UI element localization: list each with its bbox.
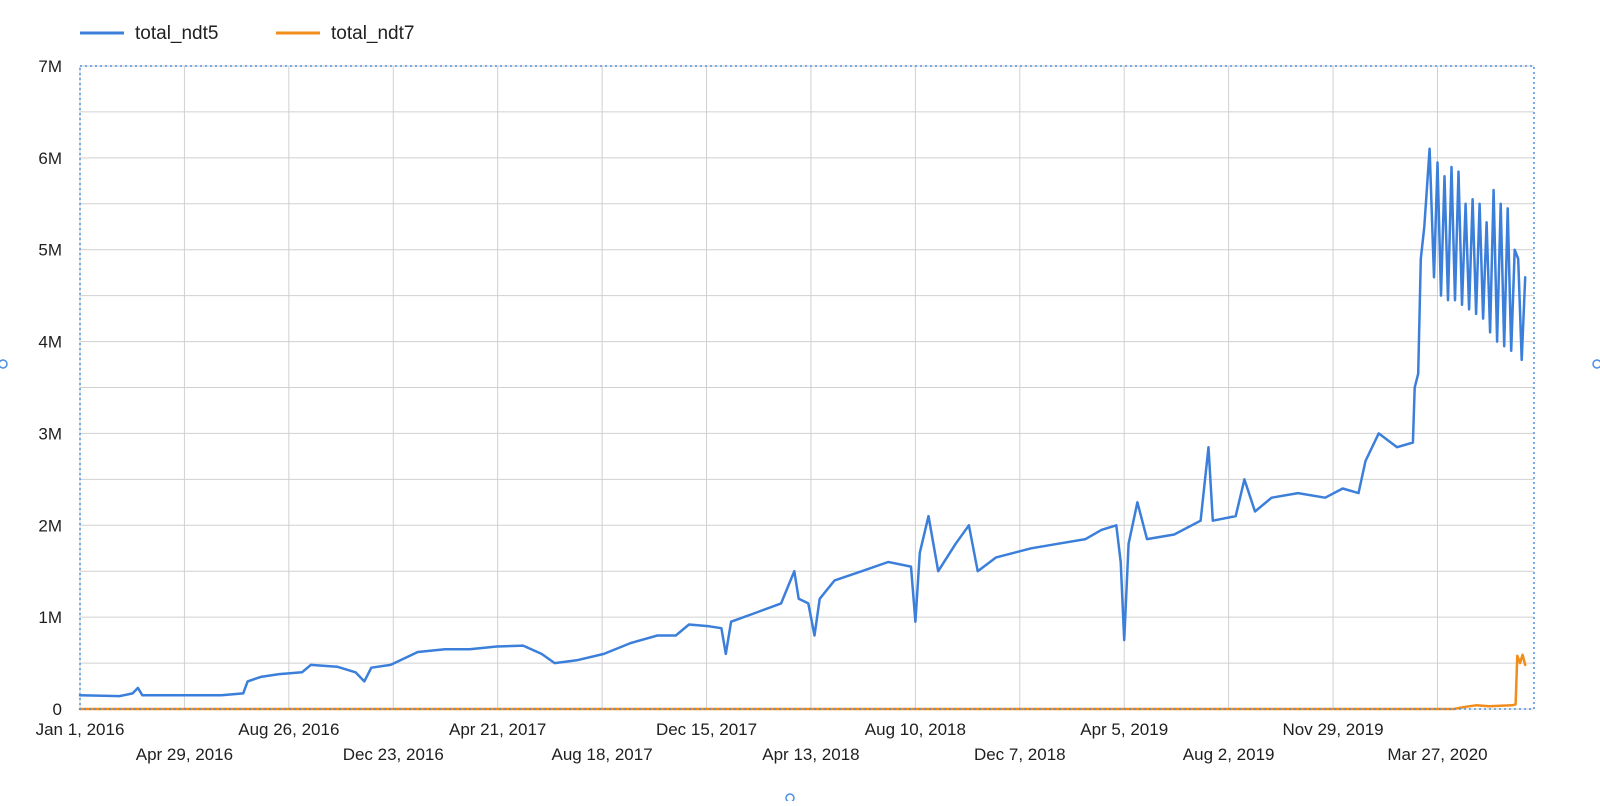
x-tick-label: Apr 29, 2016 <box>136 745 233 764</box>
x-tick-label: Nov 29, 2019 <box>1282 720 1383 739</box>
x-tick-label: Dec 23, 2016 <box>343 745 444 764</box>
plot-area-border[interactable] <box>79 65 1535 710</box>
legend: total_ndt5 total_ndt7 <box>80 23 414 44</box>
resize-handle[interactable] <box>0 359 8 369</box>
y-axis: 0 1M 2M 3M 4M 5M 6M 7M <box>38 57 62 719</box>
gridlines <box>79 65 1534 710</box>
y-tick-label: 6M <box>38 149 62 168</box>
legend-item: total_ndt5 <box>80 23 218 44</box>
y-tick-label: 2M <box>38 516 62 535</box>
y-tick-label: 7M <box>38 57 62 76</box>
plot-area-selection[interactable] <box>79 65 1535 710</box>
y-tick-label: 4M <box>38 333 62 352</box>
legend-label: total_ndt7 <box>331 23 414 44</box>
legend-label: total_ndt5 <box>135 23 218 44</box>
legend-item: total_ndt7 <box>276 23 414 44</box>
x-tick-label: Apr 13, 2018 <box>762 745 859 764</box>
x-tick-label: Aug 18, 2017 <box>552 745 653 764</box>
resize-handle[interactable] <box>785 793 795 803</box>
x-tick-label: Apr 5, 2019 <box>1080 720 1168 739</box>
y-tick-label: 1M <box>38 608 62 627</box>
x-tick-label: Aug 10, 2018 <box>865 720 966 739</box>
series-line-total-ndt7 <box>78 653 1527 711</box>
resize-handle[interactable] <box>1592 359 1600 369</box>
series-line-total-ndt5 <box>78 147 1527 698</box>
x-tick-label: Aug 26, 2016 <box>238 720 339 739</box>
x-tick-label: Mar 27, 2020 <box>1387 745 1487 764</box>
x-tick-label: Jan 1, 2016 <box>36 720 125 739</box>
x-tick-label: Aug 2, 2019 <box>1183 745 1275 764</box>
series-lines <box>78 147 1527 711</box>
x-tick-label: Dec 7, 2018 <box>974 745 1066 764</box>
y-tick-label: 5M <box>38 241 62 260</box>
x-tick-label: Dec 15, 2017 <box>656 720 757 739</box>
y-tick-label: 0 <box>53 700 62 719</box>
x-tick-label: Apr 21, 2017 <box>449 720 546 739</box>
y-tick-label: 3M <box>38 424 62 443</box>
